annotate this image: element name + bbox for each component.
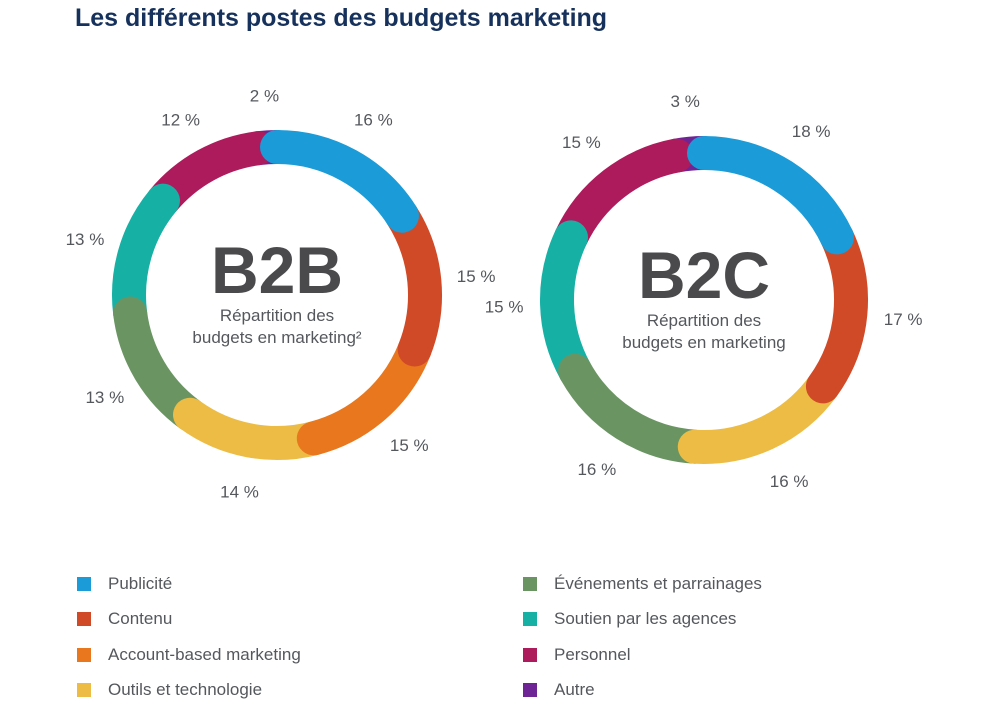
donut-segment [557,237,575,370]
legend-item: Contenu [77,602,301,638]
donut-segment [190,415,314,443]
center-subtitle: Répartition des [220,306,334,325]
legend-swatch [523,577,537,591]
data-label: 13 % [85,388,124,407]
legend-item: Outils et technologie [77,673,301,708]
center-title: B2B [211,233,343,307]
donut-segment [823,237,851,386]
data-label: 15 % [390,436,429,455]
donut-segment [129,201,163,314]
data-label: 2 % [250,86,279,105]
legend-label: Account-based marketing [108,645,301,665]
data-label: 16 % [354,111,393,130]
data-label: 12 % [161,111,200,130]
data-label: 15 % [562,133,601,152]
donut-segment [575,371,695,447]
data-label: 16 % [770,472,809,491]
legend-item: Account-based marketing [77,637,301,673]
data-label: 17 % [884,310,923,329]
legend-item: Personnel [523,637,762,673]
center-subtitle: Répartition des [647,311,761,330]
data-label: 13 % [66,230,105,249]
donut-segment [695,386,823,447]
data-label: 15 % [485,297,524,316]
legend-swatch [77,577,91,591]
legend-label: Autre [554,680,595,700]
legend-swatch [77,683,91,697]
legend-swatch [77,648,91,662]
center-subtitle: budgets en marketing² [192,328,361,347]
legend-label: Publicité [108,574,172,594]
data-label: 15 % [457,267,496,286]
center-title: B2C [638,238,770,312]
legend-label: Soutien par les agences [554,609,736,629]
legend-label: Personnel [554,645,631,665]
legend-item: Soutien par les agences [523,602,762,638]
center-subtitle: budgets en marketing [622,333,786,352]
legend-right: Événements et parrainages Soutien par les… [523,566,762,708]
legend-swatch [523,683,537,697]
data-label: 16 % [577,460,616,479]
legend-item: Événements et parrainages [523,566,762,602]
legend-swatch [523,612,537,626]
donut-segment [277,147,402,216]
legend-item: Publicité [77,566,301,602]
donut-segment [314,349,415,438]
legend-label: Contenu [108,609,172,629]
donut-segment [571,156,676,238]
legend-left: Publicité Contenu Account-based marketing O… [77,566,301,708]
data-label: 3 % [671,92,700,111]
legend-item: Autre [523,673,762,708]
data-label: 18 % [792,122,831,141]
donut-segment [704,153,837,237]
legend-label: Outils et technologie [108,680,262,700]
legend-swatch [523,648,537,662]
donut-segment [402,216,425,350]
donut-segment [130,314,190,415]
data-label: 14 % [220,482,259,501]
legend-swatch [77,612,91,626]
legend-label: Événements et parrainages [554,574,762,594]
